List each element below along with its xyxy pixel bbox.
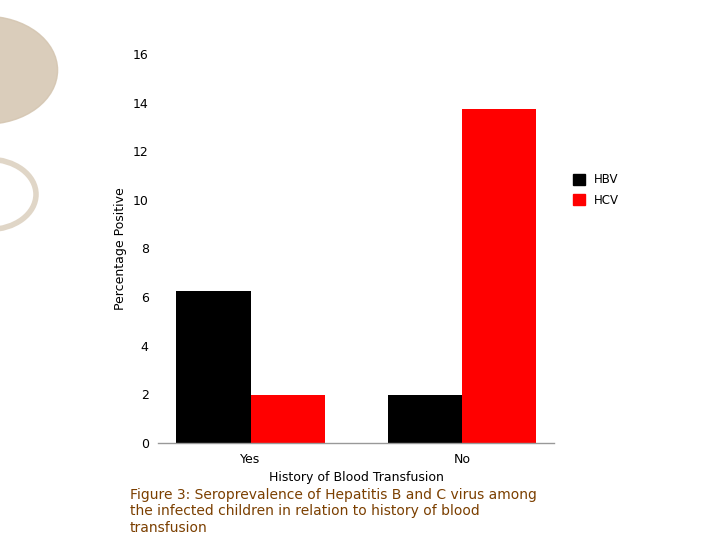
- Text: Figure 3: Seroprevalence of Hepatitis B and C virus among
the infected children : Figure 3: Seroprevalence of Hepatitis B …: [130, 488, 536, 535]
- X-axis label: History of Blood Transfusion: History of Blood Transfusion: [269, 471, 444, 484]
- Bar: [462, 109, 536, 443]
- Bar: [251, 395, 325, 443]
- Y-axis label: Percentage Positive: Percentage Positive: [114, 187, 127, 310]
- Bar: [176, 291, 251, 443]
- Bar: [388, 395, 462, 443]
- Legend: HBV, HCV: HBV, HCV: [568, 169, 624, 211]
